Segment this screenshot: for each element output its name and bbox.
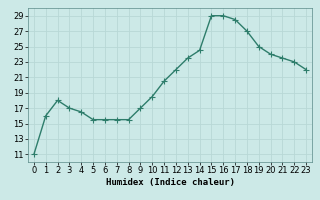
X-axis label: Humidex (Indice chaleur): Humidex (Indice chaleur) (106, 178, 235, 187)
